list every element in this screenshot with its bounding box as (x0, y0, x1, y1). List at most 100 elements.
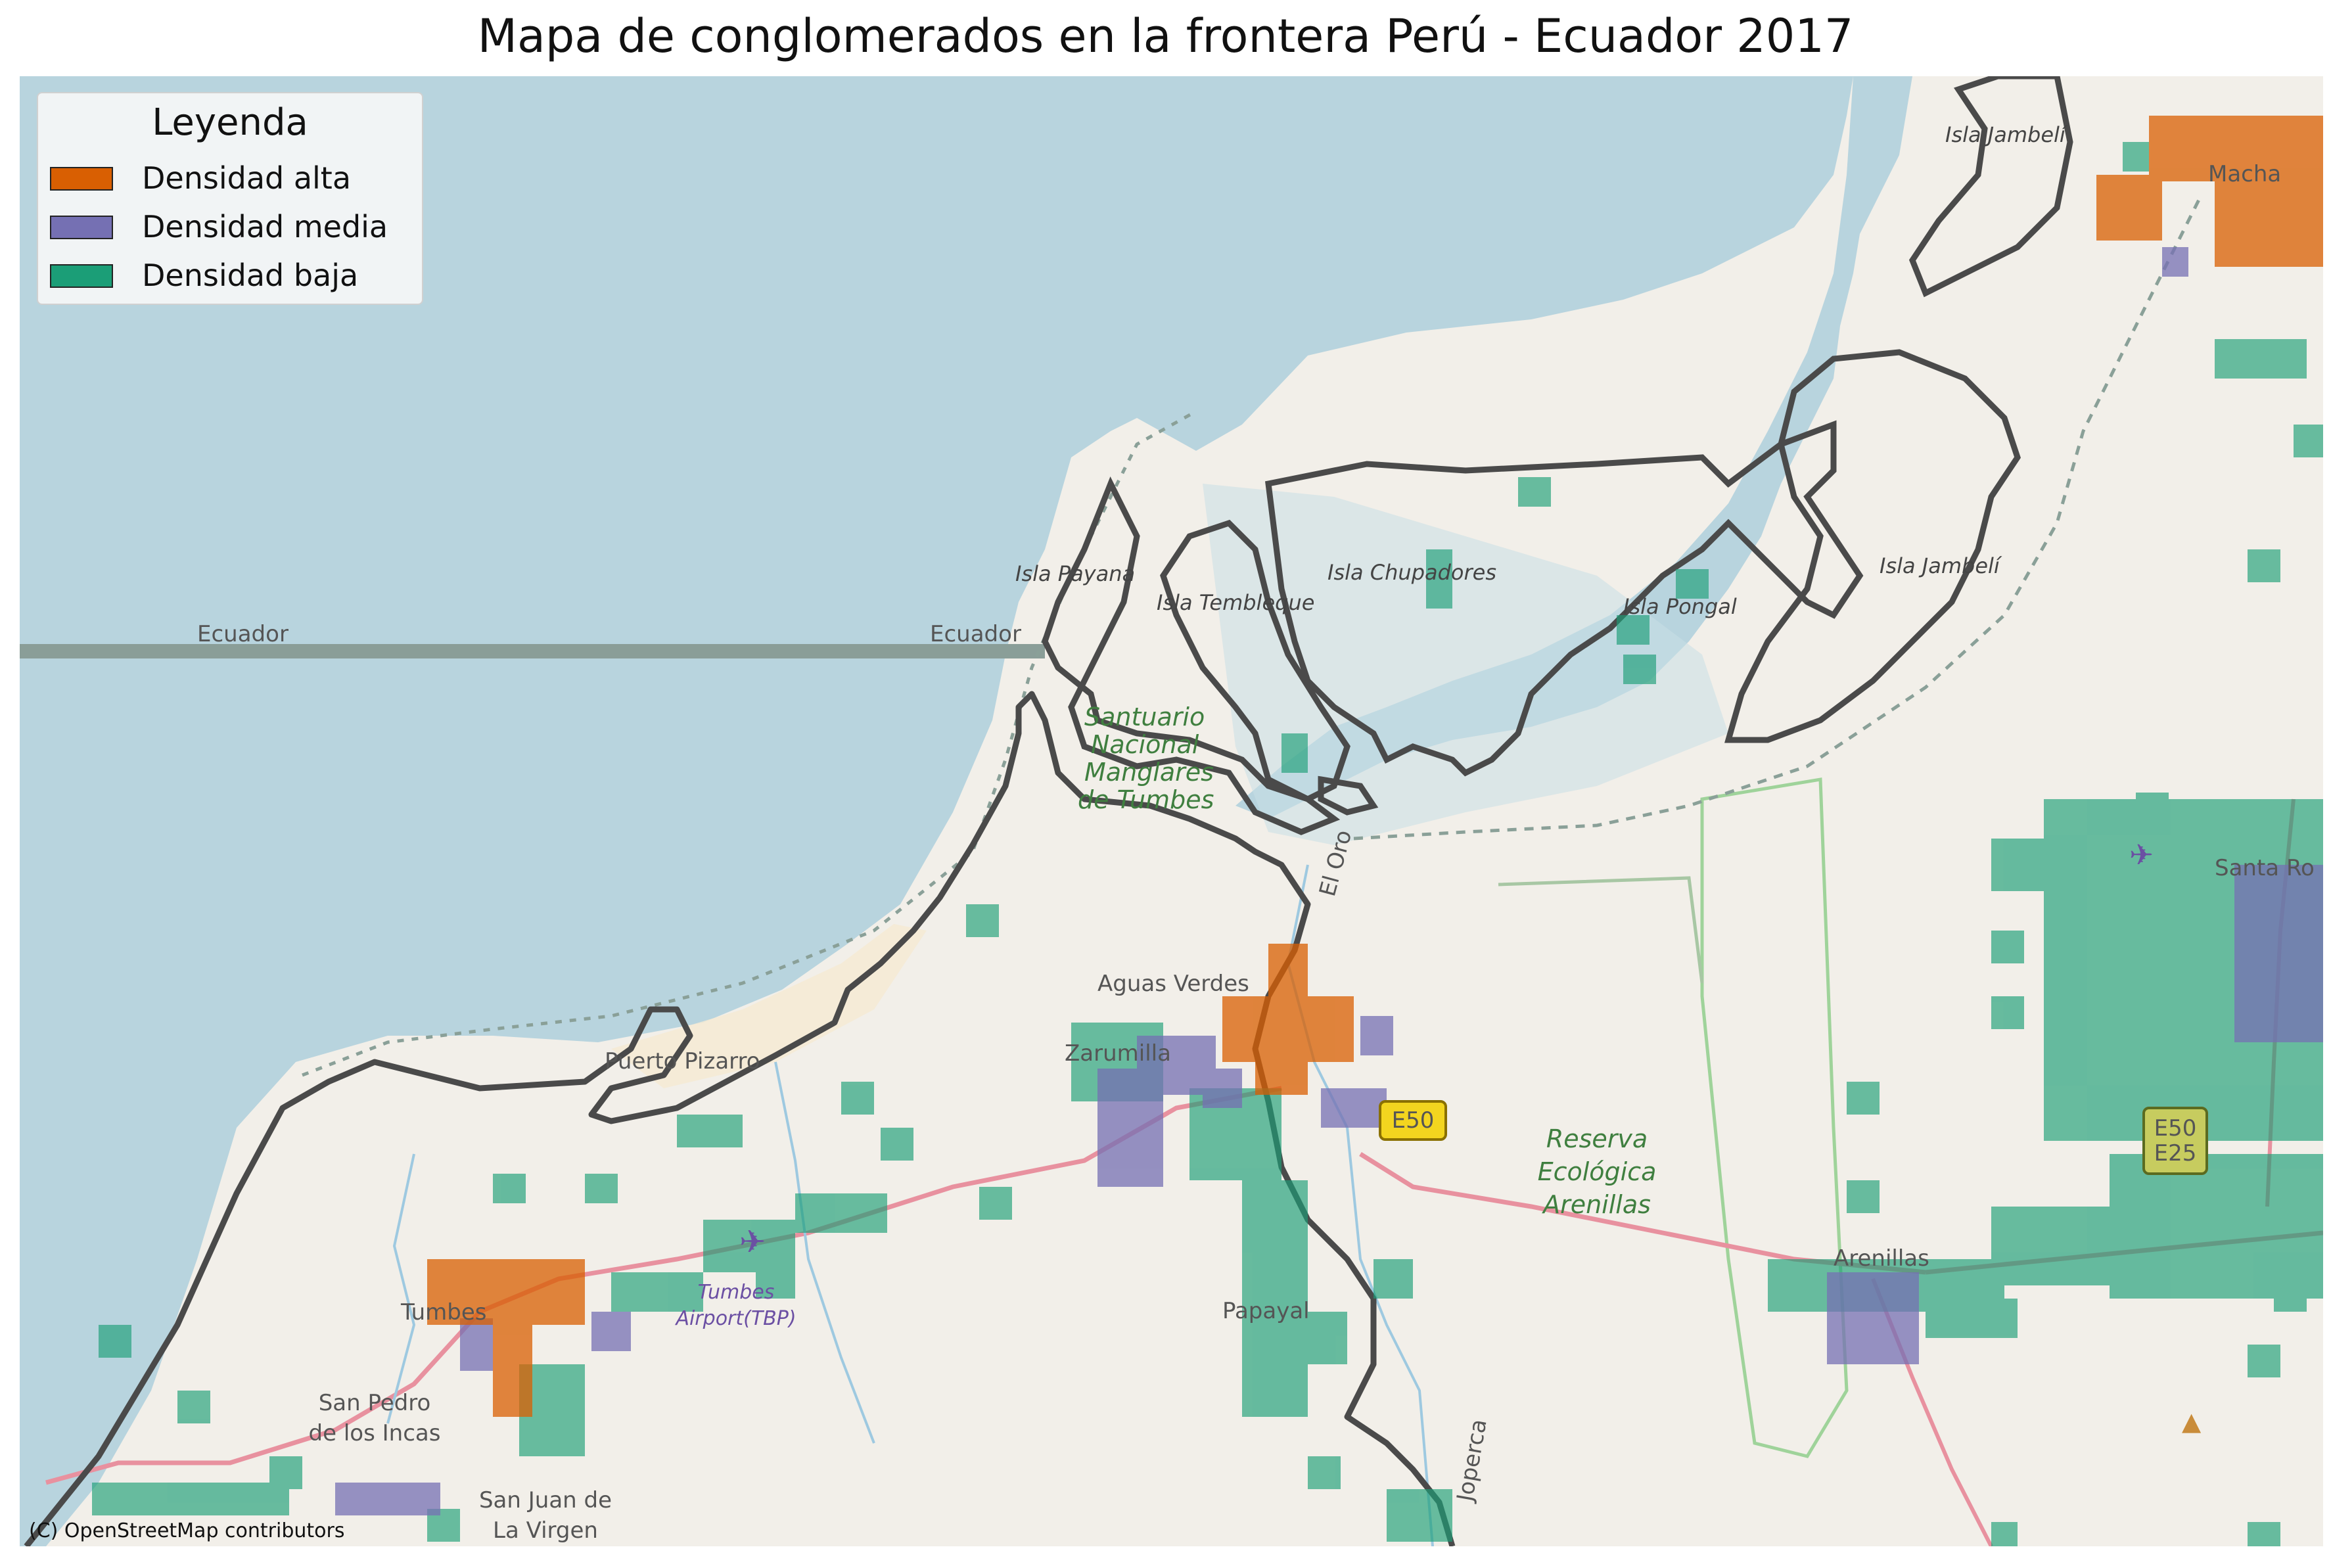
map-canvas[interactable]: E50 E50 E25 ✈ ✈ ▲ Ecuador Ecuador Isla J… (20, 76, 2323, 1546)
cluster-cell (1281, 733, 1308, 773)
label-isla-jambeli-top: Isla Jambelí (1945, 122, 2068, 147)
cluster-cell (1623, 655, 1656, 684)
page-title: Mapa de conglomerados en la frontera Per… (477, 9, 1854, 63)
attribution: (C) OpenStreetMap contributors (29, 1519, 345, 1542)
peak-icon: ▲ (2182, 1407, 2202, 1436)
clusters-low (92, 142, 2323, 1546)
cluster-cell (1991, 839, 2044, 891)
label-san-juan: San Juan de (479, 1487, 612, 1513)
cluster-cell (591, 1312, 631, 1351)
cluster-cell (2215, 339, 2307, 379)
cluster-cell (795, 1193, 887, 1233)
label-papayal: Papayal (1222, 1298, 1310, 1324)
reserve-outline (1700, 777, 1849, 1458)
airport-icon: ✈ (739, 1224, 766, 1260)
cluster-cell (966, 904, 999, 937)
reserve-boundary (1498, 876, 1704, 984)
ecuador-border-line (1353, 193, 2204, 841)
cluster-cell (1617, 615, 1650, 645)
island-jambeli (1724, 349, 2021, 743)
label-santuario: Nacional (1091, 730, 1199, 759)
cluster-cell (460, 1318, 493, 1371)
island-chupadores (1265, 420, 1864, 777)
cluster-cell (2162, 247, 2188, 277)
cluster-cell (493, 1174, 526, 1203)
clusters-high (427, 116, 2323, 1417)
label-reserva: Ecológica (1538, 1157, 1657, 1186)
legend-swatch-medium (50, 216, 113, 239)
shield-e50-e25: E50 E25 (2142, 1107, 2208, 1175)
label-san-juan: La Virgen (493, 1517, 598, 1544)
wetland-area (1203, 484, 1728, 845)
cluster-cell (1373, 1259, 1413, 1299)
cluster-cell (1387, 1489, 1452, 1542)
cluster-cell (1321, 1088, 1387, 1128)
label-tumbes-airport: Tumbes (698, 1281, 775, 1304)
inner-islet (1318, 775, 1379, 816)
label-tumbes-airport: Airport(TBP) (674, 1307, 796, 1330)
cluster-cell (756, 1220, 795, 1299)
shield-e50-e25-text-1: E50 (2154, 1115, 2197, 1141)
cluster-cell (2149, 116, 2323, 181)
cluster-cell (177, 1391, 210, 1423)
island-jambeli-north (1908, 76, 2073, 298)
label-isla-chupadores: Isla Chupadores (1327, 560, 1496, 585)
label-santuario: Manglares (1084, 758, 1214, 787)
cluster-cell (2136, 793, 2169, 825)
label-puerto-pizarro: Puerto Pizarro (605, 1048, 760, 1074)
label-reserva: Arenillas (1541, 1190, 1651, 1219)
cluster-cell (2110, 1154, 2323, 1299)
cluster-cell (703, 1220, 756, 1272)
label-reserva: Reserva (1546, 1124, 1648, 1153)
legend-label-medium: Densidad media (142, 209, 388, 244)
airport-icon: ✈ (2129, 839, 2154, 872)
cluster-cell (99, 1325, 131, 1358)
cluster-cell (427, 1259, 585, 1325)
label-aguas-verdes: Aguas Verdes (1097, 971, 1249, 997)
cluster-cell (1991, 996, 2024, 1029)
label-machala: Macha (2208, 161, 2281, 187)
cluster-cell (1255, 1062, 1308, 1095)
legend-label-low: Densidad baja (142, 258, 359, 293)
clusters-medium (335, 247, 2323, 1515)
cluster-cell (1847, 1082, 1880, 1115)
cluster-cell (1676, 569, 1709, 599)
legend: Leyenda Densidad alta Densidad media Den… (37, 92, 423, 305)
label-isla-tembleque: Isla Tembleque (1157, 590, 1314, 615)
cluster-cell (92, 1483, 289, 1515)
island-payana (1042, 476, 1341, 835)
cluster-cell (335, 1483, 440, 1515)
cluster-cell (1991, 1207, 2110, 1285)
cluster-cell (1308, 1456, 1341, 1489)
sea-area (20, 76, 1853, 1546)
cluster-cell (1847, 1180, 1880, 1213)
shield-e50-text: E50 (1392, 1107, 1435, 1134)
shield-e50-box (1379, 1100, 1447, 1141)
shield-e50-e25-text-2: E25 (2154, 1140, 2197, 1166)
label-tumbes: Tumbes (400, 1299, 487, 1326)
cluster-cell (1926, 1299, 2018, 1338)
label-ecuador: Ecuador (197, 621, 288, 647)
cluster-cell (585, 1174, 618, 1203)
cluster-cell (1991, 931, 2024, 963)
cluster-cell (1518, 477, 1551, 507)
map-frame[interactable]: E50 E50 E25 ✈ ✈ ▲ Ecuador Ecuador Isla J… (20, 76, 2323, 1546)
cluster-cell (1991, 1522, 2018, 1546)
cluster-cell (2248, 1345, 2280, 1377)
cluster-cell (881, 1128, 913, 1161)
shield-e50-e25-box (2142, 1107, 2208, 1175)
cluster-cell (2096, 175, 2162, 241)
cluster-cell (611, 1272, 703, 1312)
cluster-cell (2248, 1522, 2280, 1546)
river-west (386, 1153, 416, 1424)
label-santuario: Santuario (1084, 703, 1205, 731)
maritime-boundary (20, 644, 1045, 658)
label-ecuador: Ecuador (930, 621, 1021, 647)
river-tumbes (774, 1061, 875, 1444)
cluster-cell (841, 1082, 874, 1115)
legend-swatch-high (50, 167, 113, 191)
label-isla-payana: Isla Payana (1015, 561, 1135, 586)
cluster-cell (2234, 865, 2323, 1042)
legend-swatch-low (50, 264, 113, 288)
cluster-cell (979, 1187, 1012, 1220)
